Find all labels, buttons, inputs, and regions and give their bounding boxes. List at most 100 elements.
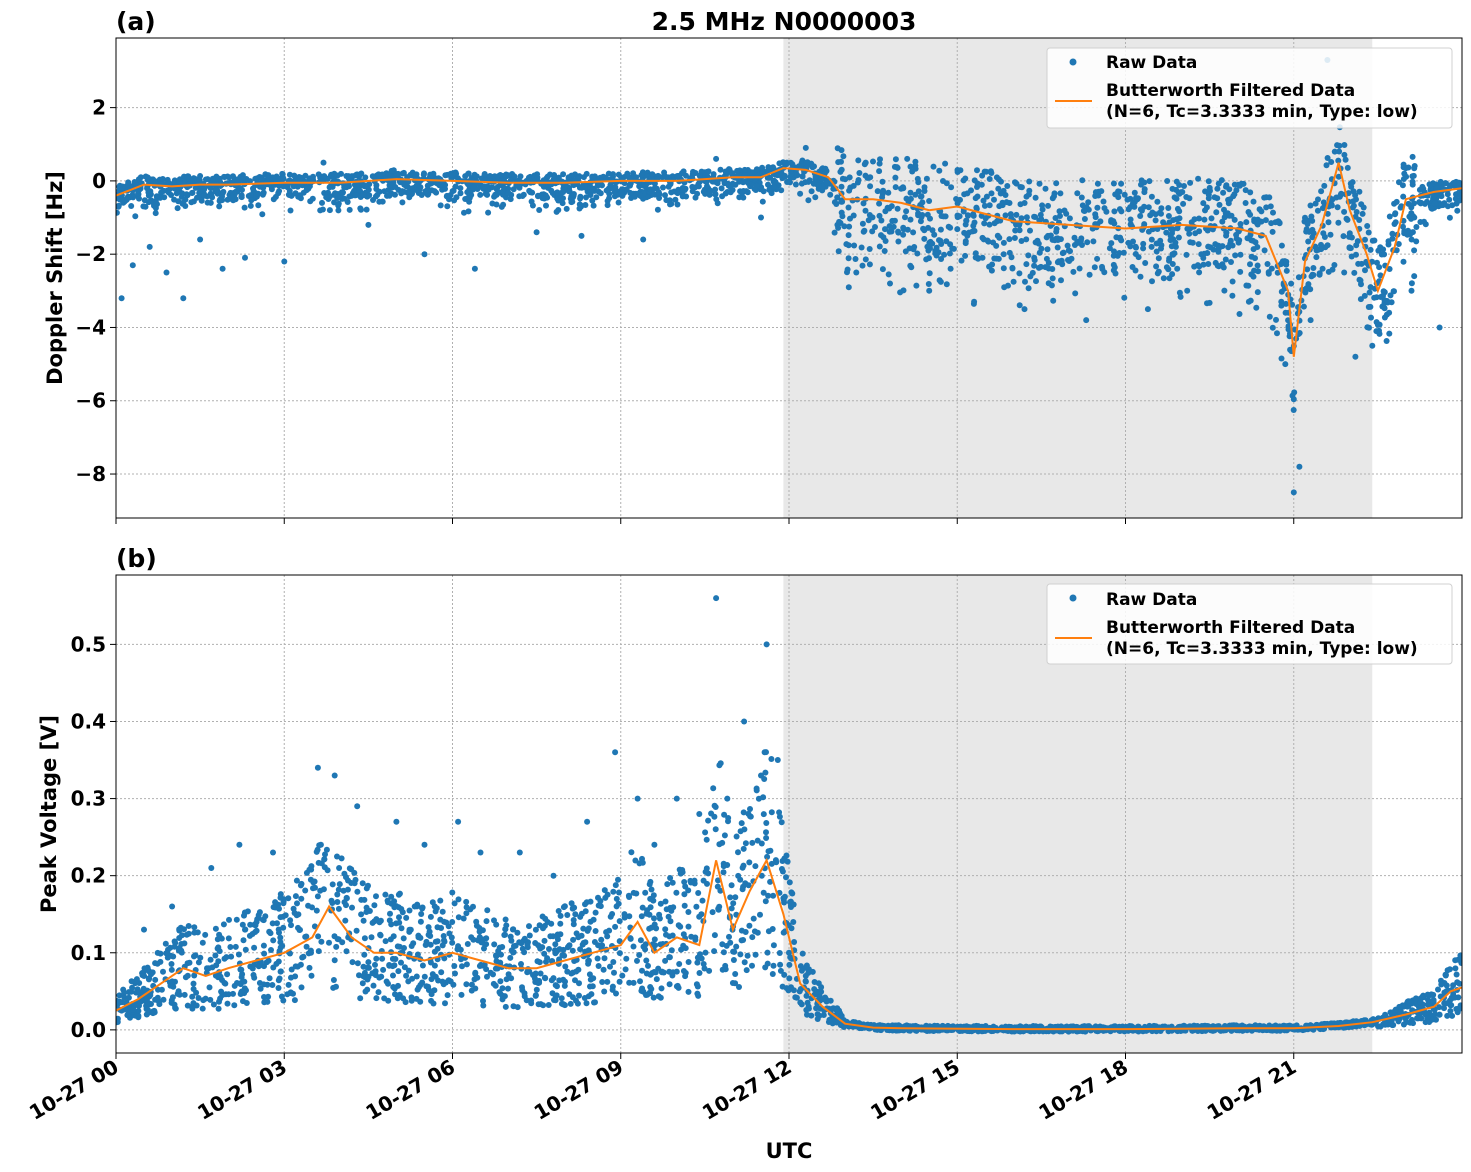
panel-a-raw-point [637, 192, 644, 199]
panel-b-raw-point [439, 942, 446, 949]
panel-a-raw-point [519, 193, 526, 199]
panel-b-raw-point [300, 953, 307, 960]
panel-b-raw-point [168, 997, 175, 1004]
panel-b-raw-point [564, 912, 571, 918]
panel-a-raw-point [1221, 287, 1228, 294]
panel-a-raw-point [176, 178, 183, 185]
panel-a-raw-point [1362, 267, 1368, 274]
panel-a-raw-point [1328, 159, 1335, 165]
panel-a-raw-point [679, 191, 686, 198]
panel-a-raw-point [907, 216, 914, 223]
panel-a-raw-point [705, 168, 712, 175]
panel-b-raw-point [294, 900, 300, 907]
panel-a-raw-point [917, 193, 924, 200]
panel-a-raw-point [1416, 186, 1423, 193]
panel-a-raw-point [936, 167, 943, 174]
panel-a-raw-point [1313, 254, 1320, 261]
panel-a-raw-point [1296, 330, 1303, 336]
panel-a-raw-point [565, 174, 572, 181]
panel-b-raw-point [261, 999, 268, 1006]
panel-b-raw-point [176, 927, 183, 934]
panel-b-raw-point [449, 889, 456, 896]
panel-a-raw-point [995, 185, 1002, 192]
panel-b-raw-point [487, 969, 494, 976]
panel-a-raw-point [1380, 292, 1386, 299]
panel-a-raw-point [983, 193, 990, 200]
panel-a-raw-point [346, 173, 353, 180]
panel-a-raw-point [919, 199, 926, 206]
panel-b-raw-point [176, 991, 183, 998]
panel-a-raw-point [1201, 250, 1208, 257]
panel-a-raw-point [1369, 342, 1376, 349]
panel-a-raw-point [972, 250, 979, 257]
panel-a-raw-point [1392, 219, 1399, 226]
panel-a-raw-point [649, 171, 656, 178]
panel-b-raw-point [228, 953, 235, 960]
panel-b-raw-point [662, 898, 669, 905]
panel-a-raw-point [890, 223, 897, 230]
panel-b-raw-point [189, 993, 196, 1000]
panel-a-raw-point [1290, 396, 1297, 403]
panel-a-raw-point [975, 255, 982, 262]
panel-b-raw-point [373, 955, 380, 962]
panel-a-raw-point [170, 180, 177, 187]
panel-b-raw-point [673, 983, 680, 990]
panel-a-raw-point [444, 203, 451, 210]
panel-a-raw-point [654, 206, 661, 213]
panel-a-raw-point [194, 194, 200, 201]
panel-a-raw-point [268, 186, 275, 193]
panel-b-raw-point [676, 961, 683, 967]
panel-a-raw-point [1016, 227, 1023, 234]
panel-b-raw-point [720, 949, 727, 956]
panel-a-raw-point [1165, 213, 1172, 219]
panel-b-raw-point [425, 931, 432, 938]
panel-a-raw-point [1158, 210, 1164, 217]
panel-a-raw-point [1403, 173, 1410, 180]
panel-b-raw-point [439, 978, 446, 985]
panel-b-raw-point [783, 852, 790, 859]
panel-a-raw-point [954, 200, 961, 207]
panel-b-raw-point [656, 911, 663, 918]
panel-a-raw-point [891, 163, 898, 170]
panel-a-raw-point [1362, 236, 1368, 243]
panel-a-raw-point [838, 166, 845, 173]
panel-a-raw-point [937, 226, 944, 233]
panel-a-raw-point [259, 175, 266, 182]
panel-a-raw-point [1456, 197, 1462, 204]
panel-a-raw-point [1436, 324, 1443, 331]
panel-b-raw-point [660, 969, 667, 976]
panel-a-raw-point [1386, 266, 1393, 272]
panel-b-raw-point [687, 877, 694, 884]
panel-b-raw-point [769, 971, 776, 977]
panel-a-raw-point [914, 250, 921, 257]
panel-a-raw-point [1364, 223, 1371, 229]
panel-b-raw-point [427, 913, 434, 920]
panel-a-raw-point [1175, 234, 1182, 241]
panel-b-raw-point [651, 915, 657, 922]
panel-b-raw-point [476, 925, 483, 931]
panel-a-raw-point [1278, 355, 1285, 362]
panel-b-raw-point [315, 933, 322, 940]
panel-a-raw-point [631, 193, 638, 200]
panel-b-raw-point [121, 989, 128, 996]
panel-b-raw-point [595, 963, 602, 969]
panel-b-raw-point [285, 895, 292, 902]
panel-a-raw-point [1267, 203, 1274, 210]
panel-a-raw-point [1148, 193, 1155, 200]
panel-b-raw-point [685, 959, 692, 965]
panel-a-raw-point [196, 177, 203, 184]
panel-b-raw-point [297, 926, 303, 933]
panel-b-raw-point [379, 955, 386, 962]
panel-a-raw-point [1171, 194, 1178, 201]
panel-a-raw-point [315, 171, 322, 178]
panel-a-raw-point [280, 175, 287, 182]
panel-a-raw-point [925, 224, 932, 231]
panel-b-raw-point [604, 933, 611, 940]
panel-a-raw-point [236, 178, 243, 185]
panel-b-raw-point [263, 959, 270, 966]
panel-b-raw-point [274, 920, 280, 927]
panel-a-raw-point [471, 265, 478, 272]
panel-a-raw-point [1184, 225, 1191, 232]
panel-a-raw-point [861, 161, 868, 168]
panel-b-raw-point [313, 907, 320, 914]
